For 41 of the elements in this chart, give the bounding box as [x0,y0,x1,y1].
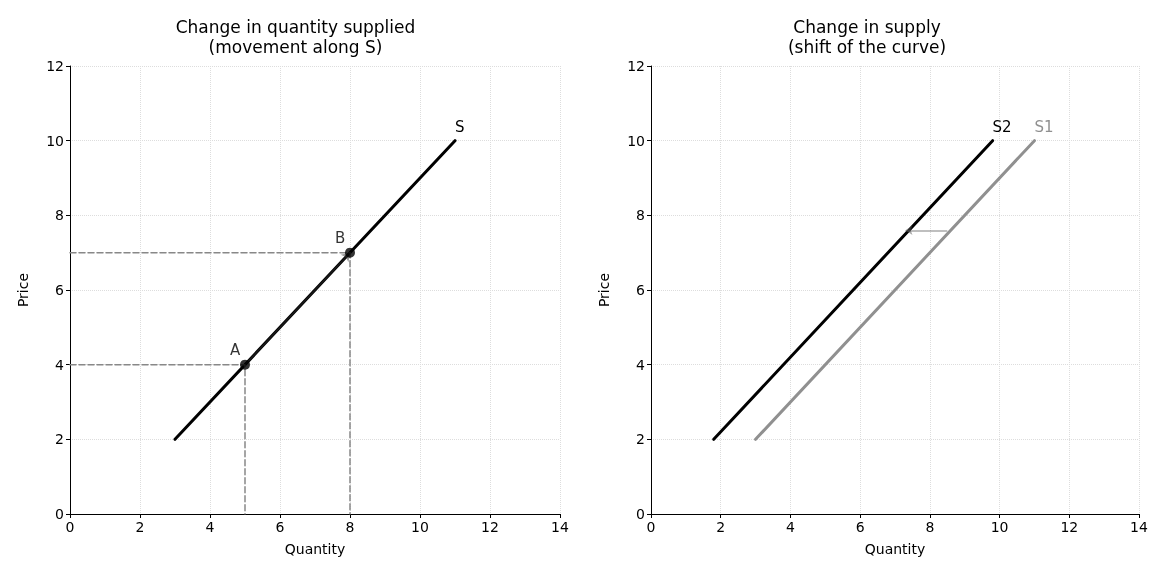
x-axis-title: Quantity [864,541,926,557]
x-tick-label: 0 [65,519,75,535]
x-tick-label: 10 [990,519,1009,535]
chart-title: Change in supply (shift of the curve) [787,17,947,57]
y-tick-label: 4 [55,356,65,373]
x-tick-label: 4 [205,519,215,535]
y-tick-label: 6 [636,282,646,298]
y-tick-label: 0 [55,506,64,522]
x-tick-label: 8 [345,519,355,535]
x-tick-label: 6 [275,519,285,535]
x-tick-label: 10 [411,519,429,535]
x-tick-label: 8 [925,519,935,535]
annotation: B [335,229,346,248]
y-axis-title: Price [15,272,31,308]
y-tick-label: 12 [46,58,64,74]
y-tick-label: 2 [55,431,64,448]
x-tick-label: 4 [785,519,795,535]
x-tick-label: 12 [1060,519,1079,535]
series-label: S1 [1034,117,1054,136]
y-tick-label: 12 [627,58,645,74]
annotation: A [230,341,241,360]
y-tick-label: 10 [627,132,645,149]
x-tick-label: 6 [855,519,865,535]
y-tick-label: 0 [636,506,645,522]
y-tick-label: 10 [46,132,64,149]
chart-title: Change in quantity supplied (movement along S) [175,17,416,57]
y-axis-title: Price [596,272,612,308]
y-tick-label: 4 [636,356,646,373]
y-tick-label: 8 [55,207,64,224]
x-tick-label: 0 [646,519,656,535]
series-label: S [455,117,465,136]
x-tick-label: 14 [551,519,569,535]
x-tick-label: 2 [716,519,726,535]
x-tick-label: 2 [135,519,145,535]
x-axis-title: Quantity [284,541,346,557]
y-tick-label: 2 [636,431,645,448]
series-label: S2 [992,117,1012,136]
y-tick-label: 6 [55,282,65,298]
x-tick-label: 12 [481,519,499,535]
y-tick-label: 8 [636,207,645,224]
x-tick-label: 14 [1130,519,1148,535]
